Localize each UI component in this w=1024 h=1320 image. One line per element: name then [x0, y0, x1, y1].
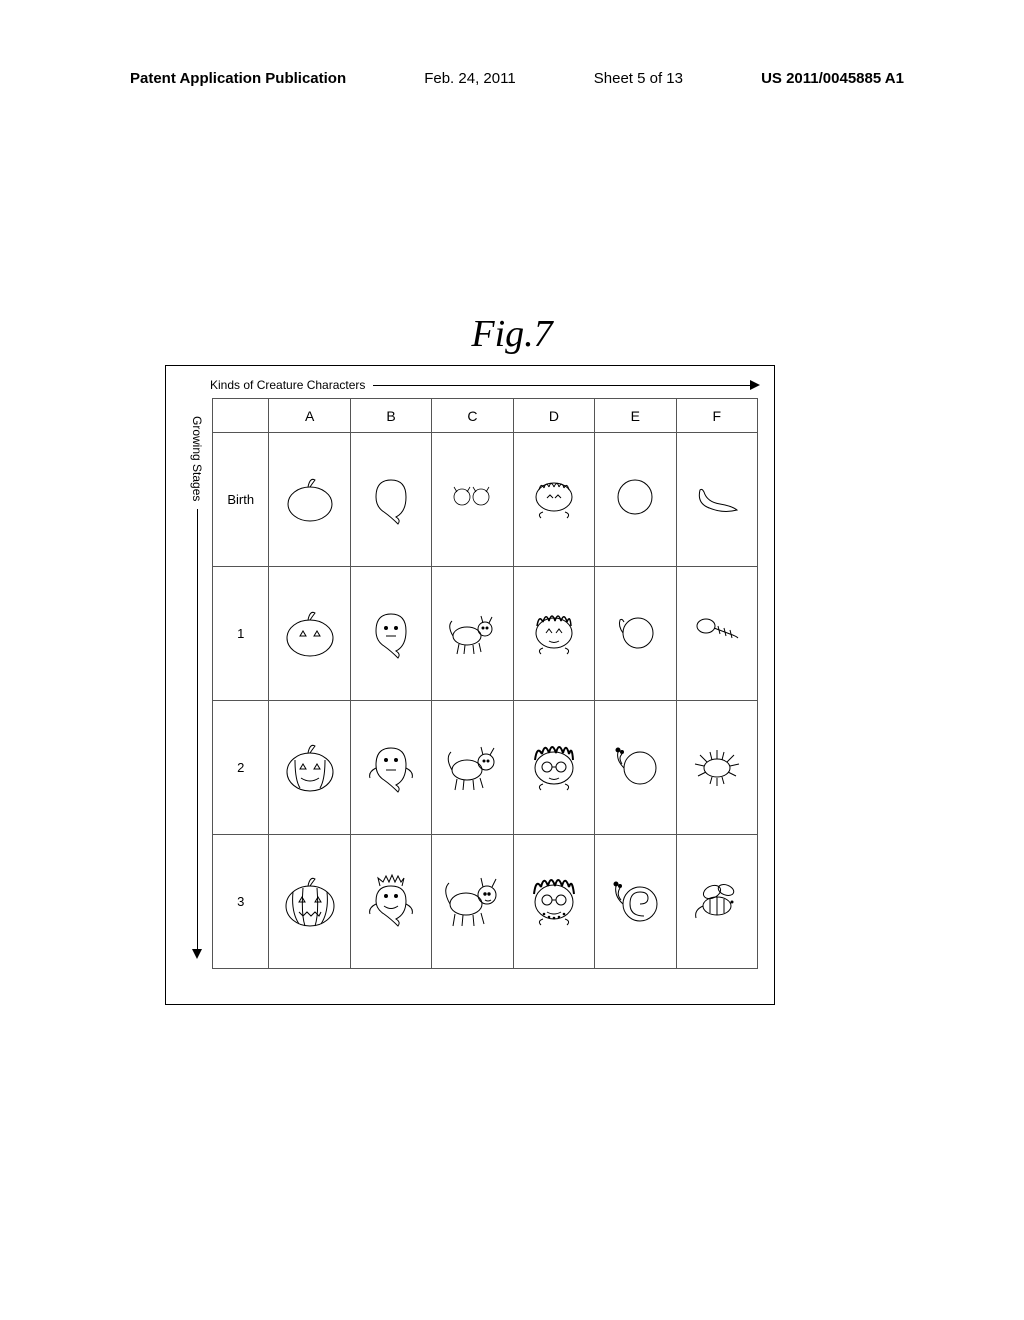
- arrow-right-icon: [750, 380, 760, 390]
- bee-flying-icon: [682, 864, 752, 934]
- creature-grid: A B C D E F Birth: [212, 398, 758, 969]
- pumpkin-baby-icon: [275, 462, 345, 532]
- table-row: 1: [213, 567, 758, 701]
- snail-antenna-icon: [600, 730, 670, 800]
- col-header: B: [350, 399, 431, 433]
- eel-segmented-icon: [682, 596, 752, 666]
- row-label: 1: [213, 567, 269, 701]
- col-header: D: [513, 399, 594, 433]
- col-header: E: [595, 399, 676, 433]
- creature-cell: [269, 835, 350, 969]
- x-axis-label: Kinds of Creature Characters: [210, 378, 365, 392]
- x-axis-line: [373, 385, 758, 386]
- corner-cell: [213, 399, 269, 433]
- creature-cell: [513, 567, 594, 701]
- creature-cell: [513, 701, 594, 835]
- header-sheet: Sheet 5 of 13: [594, 70, 683, 87]
- creature-cell: [595, 701, 676, 835]
- pumpkin-full-icon: [275, 864, 345, 934]
- dog-twin-tiny-icon: [437, 462, 507, 532]
- col-header: A: [269, 399, 350, 433]
- x-axis: Kinds of Creature Characters: [210, 378, 758, 392]
- ghost-arms-icon: [356, 730, 426, 800]
- page-header: Patent Application Publication Feb. 24, …: [0, 70, 1024, 87]
- snail-shell-icon: [600, 864, 670, 934]
- table-row: 2: [213, 701, 758, 835]
- col-header: F: [676, 399, 757, 433]
- column-header-row: A B C D E F: [213, 399, 758, 433]
- y-axis-label: Growing Stages: [190, 416, 204, 501]
- arrow-down-icon: [192, 949, 202, 959]
- creature-cell: [595, 835, 676, 969]
- creature-cell: [676, 567, 757, 701]
- figure-container: Kinds of Creature Characters Growing Sta…: [165, 365, 775, 1005]
- face-hair-eyes-icon: [519, 596, 589, 666]
- creature-cell: [350, 433, 431, 567]
- face-glasses-icon: [519, 730, 589, 800]
- y-axis-line: [197, 509, 198, 957]
- pumpkin-eyes-icon: [275, 596, 345, 666]
- snail-small-icon: [600, 596, 670, 666]
- slug-curve-icon: [682, 462, 752, 532]
- creature-cell: [432, 701, 513, 835]
- pumpkin-face-icon: [275, 730, 345, 800]
- header-date: Feb. 24, 2011: [424, 70, 515, 87]
- creature-cell: [269, 433, 350, 567]
- figure-label: Fig.7: [0, 312, 1024, 356]
- creature-cell: [595, 433, 676, 567]
- ghost-face-small-icon: [356, 596, 426, 666]
- y-axis: Growing Stages: [182, 398, 212, 969]
- creature-cell: [432, 567, 513, 701]
- dog-medium-icon: [437, 730, 507, 800]
- dog-large-icon: [437, 864, 507, 934]
- table-row: Birth: [213, 433, 758, 567]
- creature-cell: [513, 433, 594, 567]
- dog-small-icon: [437, 596, 507, 666]
- creature-cell: [350, 835, 431, 969]
- col-header: C: [432, 399, 513, 433]
- creature-cell: [350, 567, 431, 701]
- table-row: 3: [213, 835, 758, 969]
- creature-cell: [269, 701, 350, 835]
- creature-cell: [676, 701, 757, 835]
- creature-cell: [676, 433, 757, 567]
- header-patent-label: Patent Application Publication: [130, 70, 346, 87]
- row-label: 3: [213, 835, 269, 969]
- row-label: Birth: [213, 433, 269, 567]
- creature-cell: [432, 433, 513, 567]
- ghost-crown-icon: [356, 864, 426, 934]
- header-pub-number: US 2011/0045885 A1: [761, 70, 904, 87]
- creature-cell: [513, 835, 594, 969]
- creature-cell: [676, 835, 757, 969]
- creature-cell: [432, 835, 513, 969]
- ghost-egg-icon: [356, 462, 426, 532]
- row-label: 2: [213, 701, 269, 835]
- creature-cell: [269, 567, 350, 701]
- creature-cell: [350, 701, 431, 835]
- face-beard-icon: [519, 864, 589, 934]
- creature-cell: [595, 567, 676, 701]
- circle-plain-icon: [600, 462, 670, 532]
- face-hair-baby-icon: [519, 462, 589, 532]
- crab-spiky-icon: [682, 730, 752, 800]
